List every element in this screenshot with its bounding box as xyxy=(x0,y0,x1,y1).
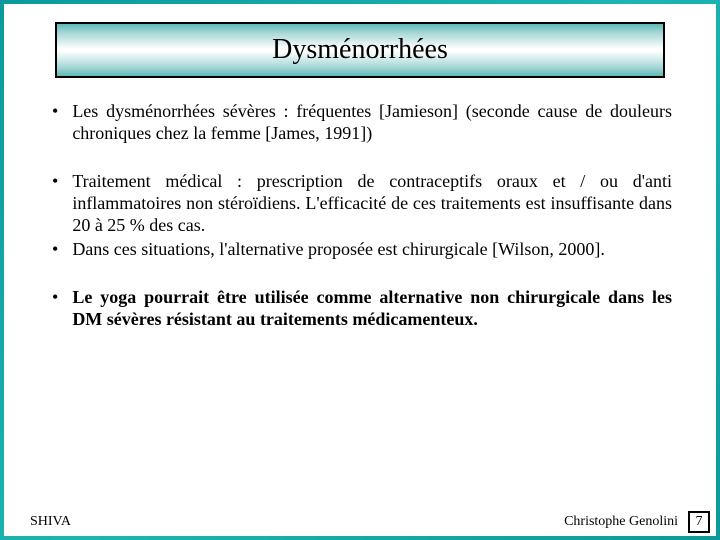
footer-left-text: SHIVA xyxy=(30,514,71,530)
list-item: • Dans ces situations, l'alternative pro… xyxy=(52,238,672,260)
list-item: • Les dysménorrhées sévères : fréquentes… xyxy=(52,100,672,144)
bullet-dot-icon: • xyxy=(52,238,58,260)
list-item: • Traitement médical : prescription de c… xyxy=(52,170,672,236)
bullet-text: Dans ces situations, l'alternative propo… xyxy=(72,238,605,260)
content-area: Dysménorrhées • Les dysménorrhées sévère… xyxy=(4,4,716,536)
bullet-text: Le yoga pourrait être utilisée comme alt… xyxy=(72,286,672,330)
bullet-dot-icon: • xyxy=(52,100,58,122)
bullet-text: Traitement médical : prescription de con… xyxy=(72,170,672,236)
bullet-text: Les dysménorrhées sévères : fréquentes [… xyxy=(72,100,672,144)
slide-container: Dysménorrhées • Les dysménorrhées sévère… xyxy=(0,0,720,540)
bullet-group-0: • Les dysménorrhées sévères : fréquentes… xyxy=(52,100,672,144)
slide-title: Dysménorrhées xyxy=(272,34,448,66)
bullet-group-2: • Le yoga pourrait être utilisée comme a… xyxy=(52,286,672,330)
page-number-box: 7 xyxy=(688,511,710,533)
bullet-list: • Les dysménorrhées sévères : fréquentes… xyxy=(24,100,696,330)
footer-author-text: Christophe Genolini xyxy=(564,514,678,530)
page-number: 7 xyxy=(696,514,703,530)
list-item: • Le yoga pourrait être utilisée comme a… xyxy=(52,286,672,330)
title-box: Dysménorrhées xyxy=(55,22,665,78)
bullet-dot-icon: • xyxy=(52,170,58,192)
bullet-dot-icon: • xyxy=(52,286,58,308)
bullet-group-1: • Traitement médical : prescription de c… xyxy=(52,170,672,260)
slide-footer: SHIVA Christophe Genolini 7 xyxy=(4,508,716,536)
